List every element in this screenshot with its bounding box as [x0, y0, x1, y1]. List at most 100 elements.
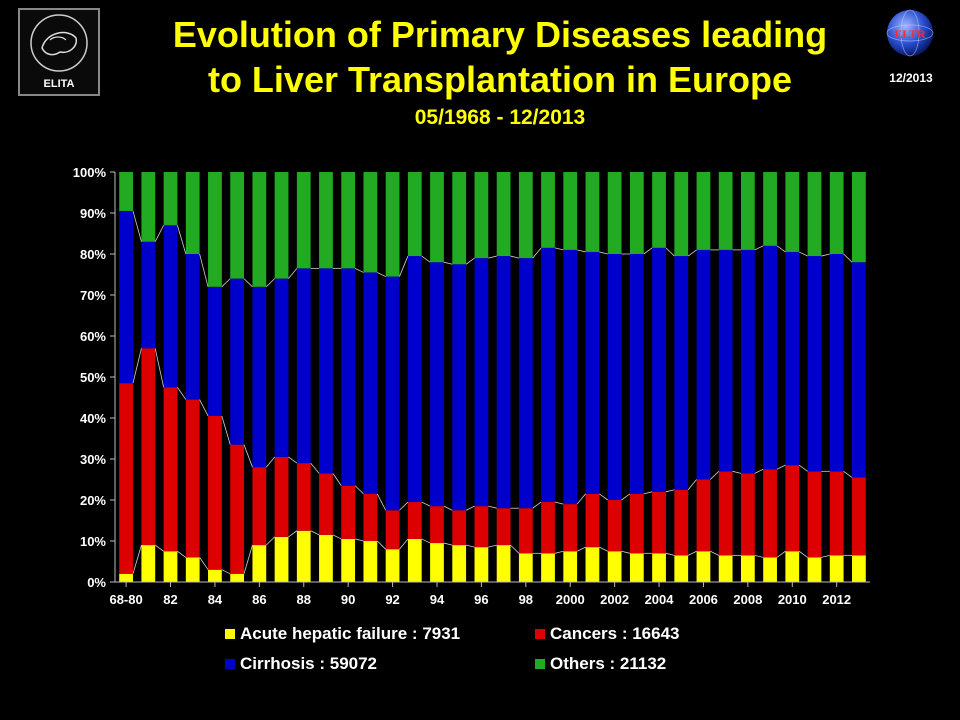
bar-segment [541, 502, 555, 554]
y-tick-label: 100% [73, 165, 107, 180]
bar-segment [585, 172, 600, 252]
bar-segment [185, 557, 200, 582]
bar-segment [474, 258, 489, 507]
series-connector-line [665, 552, 675, 556]
series-connector-line [843, 253, 853, 263]
series-connector-line [465, 544, 475, 548]
series-connector-line [154, 225, 164, 242]
series-connector-line [488, 544, 497, 548]
series-connector-line [132, 544, 142, 574]
bar-segment [296, 530, 311, 582]
series-connector-line [488, 505, 497, 509]
legend-label: Acute hepatic failure : 7931 [240, 624, 460, 643]
series-connector-line [576, 546, 586, 552]
series-connector-line [443, 542, 453, 546]
bar-segment [629, 553, 644, 582]
bar-segment [585, 251, 600, 494]
bar-segment [852, 172, 866, 263]
bar-segment [807, 172, 822, 257]
bar-segment [363, 272, 378, 494]
bar-segment [363, 541, 378, 582]
x-tick-label: 92 [385, 592, 399, 607]
bar-segment [652, 172, 666, 248]
bar-segment [119, 172, 133, 211]
bar-segment [341, 485, 356, 539]
bar-segment [407, 502, 422, 539]
bar-segment [496, 256, 511, 509]
eltr-logo: ELTR [885, 8, 935, 58]
bar-segment [696, 479, 711, 552]
series-connector-line [776, 464, 786, 470]
bar-segment [430, 543, 444, 582]
series-connector-line [221, 569, 231, 575]
bar-segment [163, 225, 178, 388]
legend-swatch [535, 629, 545, 639]
series-connector-line [599, 493, 608, 501]
bar-segment [319, 534, 333, 582]
series-connector-line [710, 550, 719, 556]
series-connector-line [532, 247, 542, 259]
legend-label: Cancers : 16643 [550, 624, 679, 643]
bar-segment [430, 172, 444, 263]
bar-segment [763, 557, 777, 582]
series-connector-line [421, 501, 431, 507]
series-connector-line [199, 253, 209, 287]
series-connector-line [154, 348, 165, 388]
series-connector-line [798, 251, 808, 257]
series-connector-line [554, 247, 564, 251]
legend-swatch [225, 629, 235, 639]
series-connector-line [665, 247, 675, 257]
series-connector-line [576, 493, 586, 505]
bar-segment [363, 493, 378, 541]
bar-segment [319, 268, 333, 474]
series-connector-line [199, 399, 209, 417]
bar-segment [674, 172, 689, 257]
series-connector-line [621, 493, 631, 501]
bar-segment [607, 551, 622, 582]
bar-segment [652, 491, 666, 554]
series-connector-line [732, 470, 742, 474]
y-tick-label: 90% [80, 206, 106, 221]
bar-segment [185, 254, 200, 400]
series-connector-line [510, 255, 520, 259]
legend-label: Cirrhosis : 59072 [240, 654, 377, 673]
bar-segment [763, 172, 777, 246]
series-connector-line [776, 245, 786, 253]
bar-segment [341, 268, 356, 486]
series-connector-line [798, 464, 808, 472]
series-3 [119, 172, 866, 287]
series-connector-line [310, 530, 320, 536]
bar-segment [652, 553, 666, 582]
bar-segment [696, 249, 711, 480]
bar-segment [541, 172, 555, 248]
bar-segment [829, 172, 844, 254]
bar-segment [696, 551, 711, 582]
bar-segment [763, 245, 777, 470]
series-connector-line [465, 505, 475, 511]
bar-segment [119, 383, 133, 574]
y-tick-label: 40% [80, 411, 106, 426]
bar-segment [763, 469, 777, 558]
series-connector-line [354, 538, 364, 542]
bar-segment [163, 551, 178, 582]
series-connector-line [132, 348, 142, 384]
series-connector-line [754, 468, 764, 474]
x-tick-label: 84 [208, 592, 223, 607]
bar-segment [474, 547, 489, 582]
series-connector-line [488, 255, 497, 259]
series-1 [119, 348, 866, 574]
series-connector-line [510, 544, 520, 554]
bar-segment [208, 172, 222, 287]
bar-segment [319, 473, 333, 535]
bar-segment [296, 268, 311, 464]
x-tick-label: 86 [252, 592, 266, 607]
legend-item: Cancers : 16643 [535, 624, 679, 643]
bar-segment [829, 471, 844, 556]
bar-segment [252, 467, 267, 546]
series-connector-line [265, 456, 275, 468]
legend-item: Cirrhosis : 59072 [225, 654, 377, 673]
date-tag: 12/2013 [889, 71, 933, 85]
globe-icon: ELTR [886, 9, 934, 57]
y-tick-label: 30% [80, 452, 106, 467]
bar-segment [829, 254, 844, 472]
